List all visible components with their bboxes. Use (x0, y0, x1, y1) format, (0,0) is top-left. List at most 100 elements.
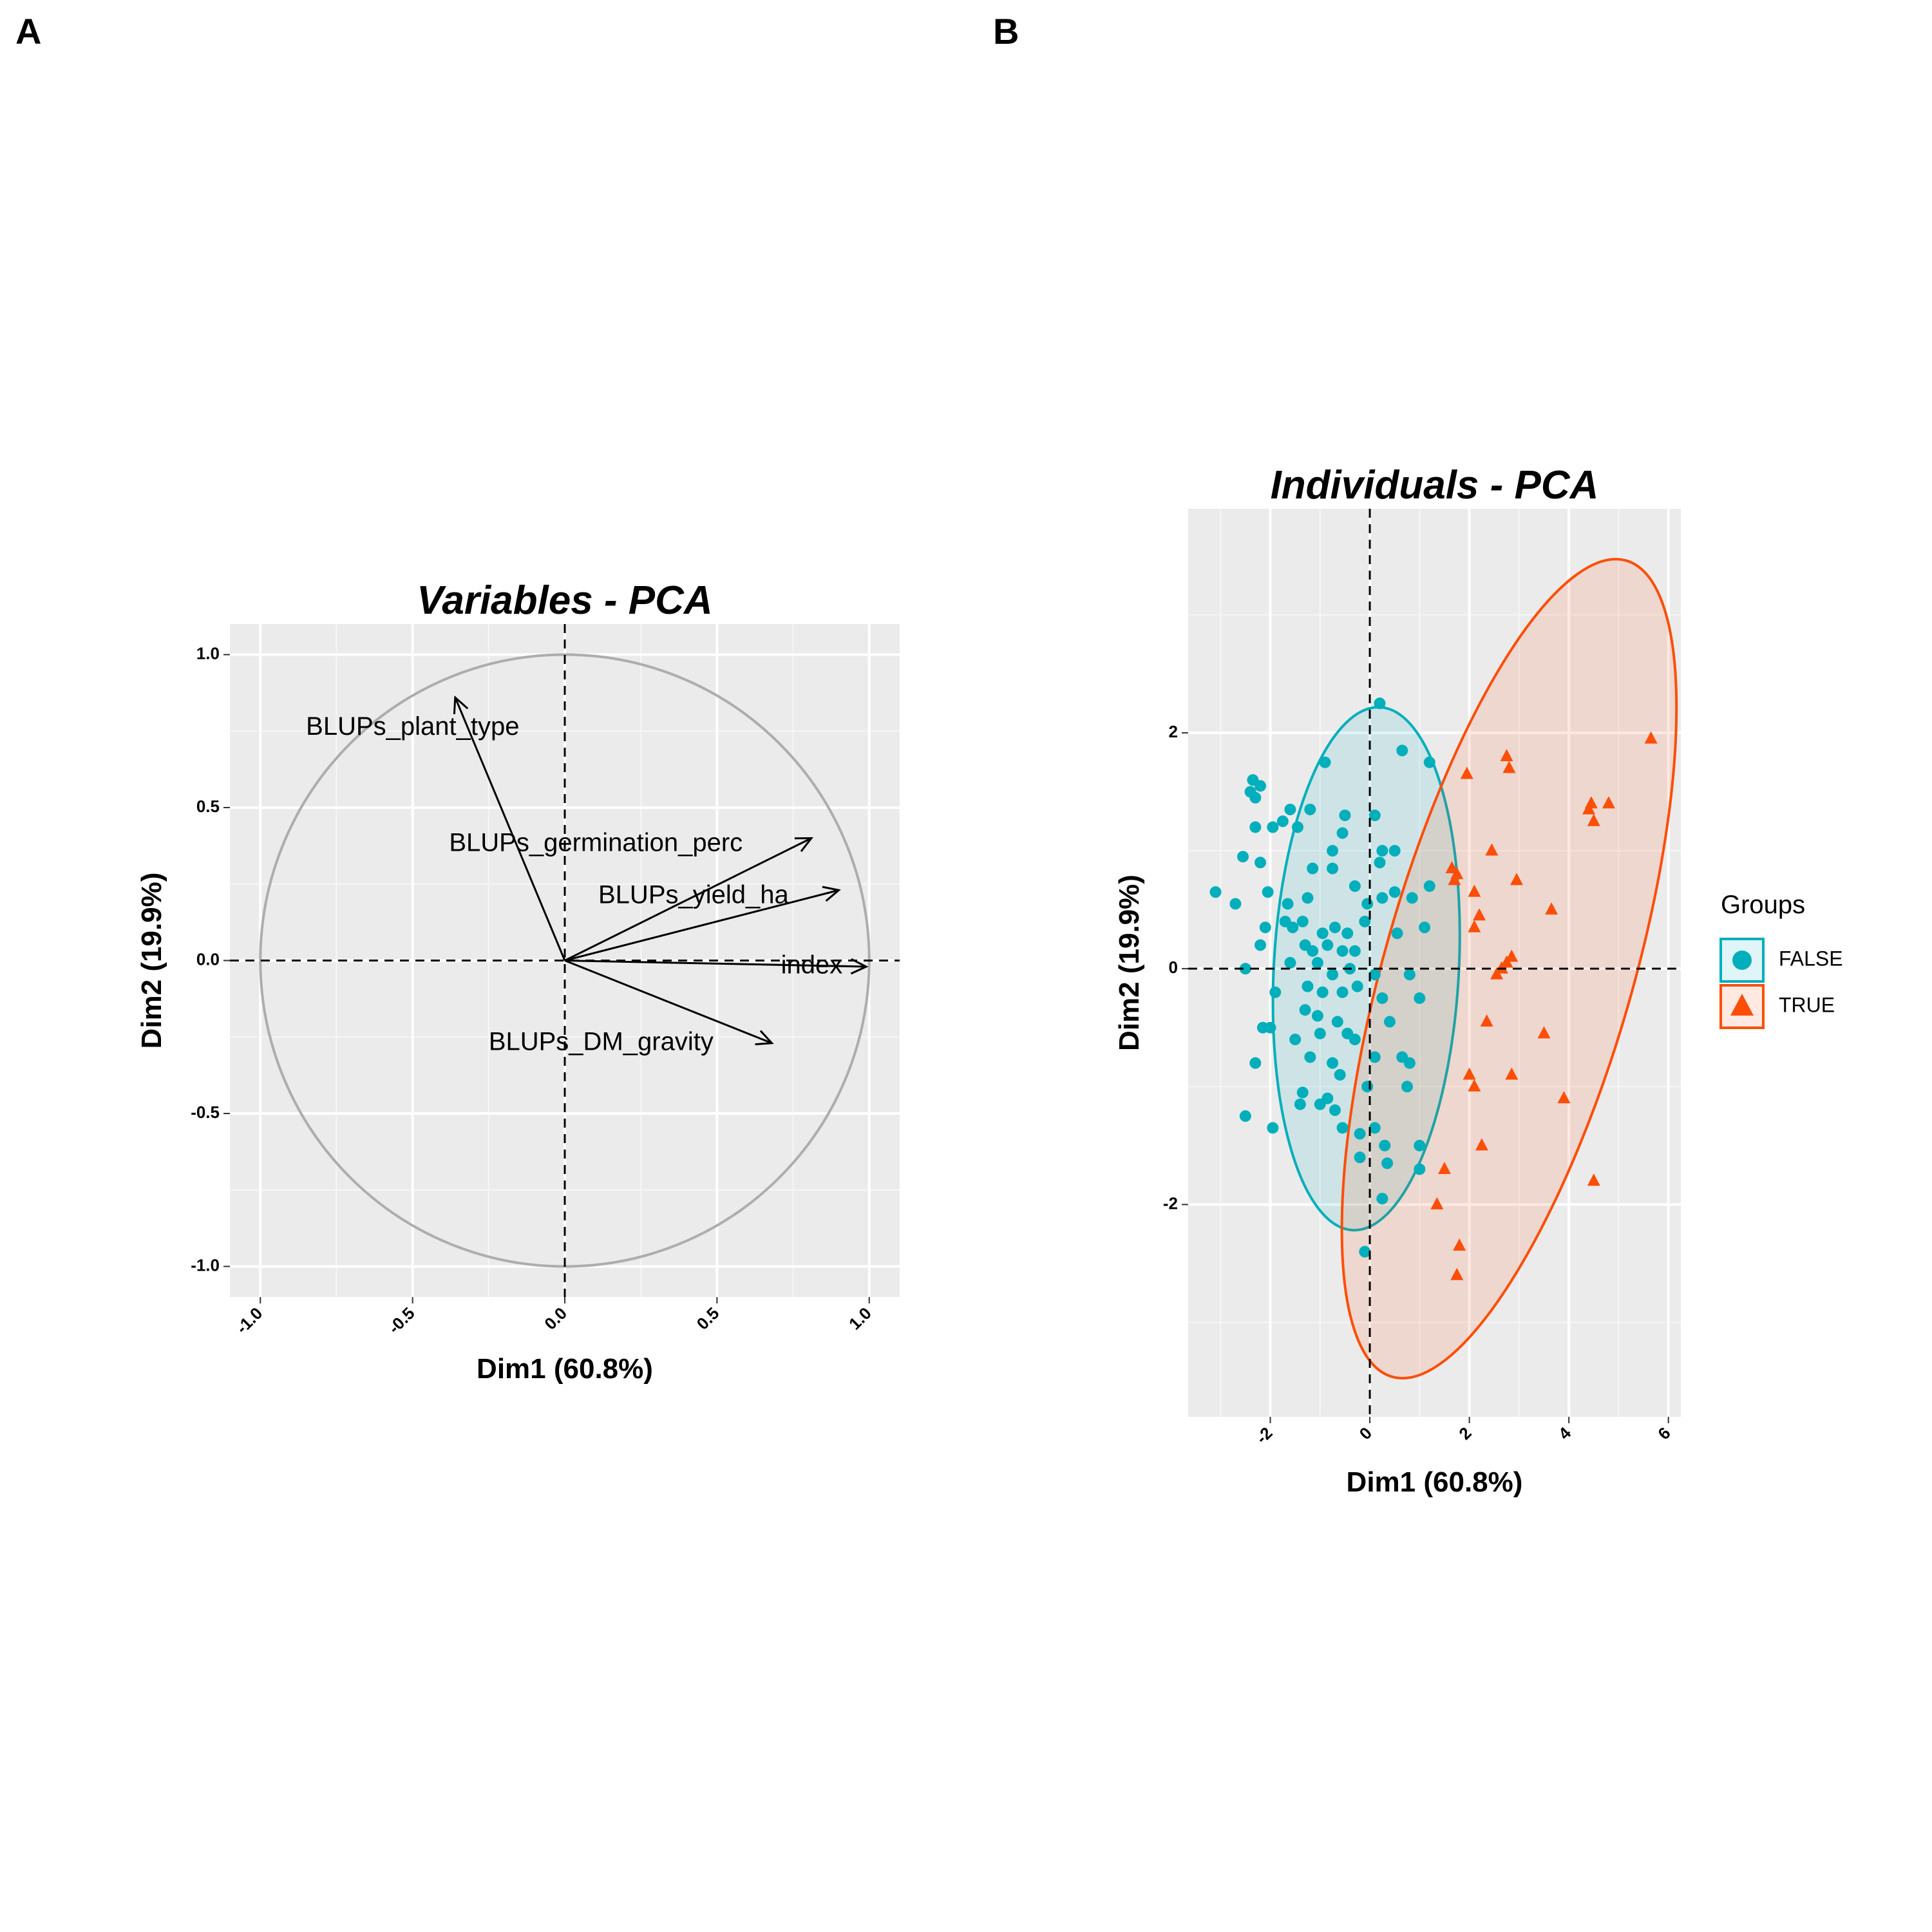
vector-line (564, 889, 839, 961)
data-point-false (1311, 957, 1323, 969)
data-point-true (1445, 861, 1459, 874)
y-tick-label: -2 (1163, 1193, 1178, 1213)
legend-marker-true (1730, 994, 1754, 1016)
data-point-true (1510, 873, 1523, 886)
data-point-true (1460, 766, 1473, 779)
vector-arrowhead (794, 837, 813, 852)
data-point-true (1644, 731, 1658, 744)
data-point-false (1255, 857, 1267, 869)
data-point-false (1237, 851, 1249, 863)
data-point-true (1505, 949, 1519, 962)
data-point-false (1423, 880, 1435, 892)
data-point-true (1437, 1161, 1451, 1174)
data-point-false (1419, 922, 1431, 934)
data-point-false (1388, 845, 1401, 857)
data-point-false (1327, 845, 1339, 857)
data-point-true (1450, 1267, 1464, 1280)
panel-letter-a: A (15, 11, 41, 52)
vector-line (564, 837, 812, 961)
vector-arrowhead (453, 695, 469, 715)
data-point-true (1537, 1026, 1551, 1039)
data-point-false (1334, 1068, 1346, 1081)
legend: Groups FALSE TRUE (1719, 891, 1843, 1029)
data-point-false (1262, 886, 1274, 898)
legend-marker-false (1732, 951, 1752, 970)
data-point-false (1391, 927, 1403, 940)
data-point-false (1329, 1104, 1341, 1116)
data-point-false (1374, 857, 1386, 869)
data-point-false (1414, 1139, 1426, 1151)
data-point-false (1336, 986, 1349, 998)
data-point-false (1319, 756, 1331, 768)
data-point-true (1473, 908, 1486, 921)
data-point-false (1423, 756, 1435, 768)
vector-line (564, 960, 867, 968)
data-point-false (1381, 1157, 1394, 1170)
data-point-false (1304, 803, 1316, 815)
data-point-false (1331, 1016, 1343, 1028)
data-point-true (1490, 967, 1504, 980)
vector-label: BLUPs_DM_gravity (489, 1027, 714, 1056)
group-ellipse-true (1340, 558, 1678, 1380)
y-tick-label: 1.0 (196, 643, 220, 663)
y-tick-label: -1.0 (191, 1255, 220, 1274)
data-point-true (1584, 796, 1598, 809)
data-point-false (1314, 1098, 1326, 1110)
panel-letter-b: B (993, 11, 1019, 52)
vector-arrowhead (755, 1030, 774, 1046)
vector-arrowhead (822, 886, 841, 902)
data-point-false (1406, 892, 1418, 904)
legend-label-false: FALSE (1779, 947, 1843, 970)
data-point-false (1302, 980, 1314, 992)
x-tick-label: 6 (1654, 1423, 1674, 1443)
x-tick-label: 2 (1455, 1423, 1475, 1443)
data-point-false (1299, 1004, 1311, 1016)
data-point-false (1374, 697, 1386, 710)
data-point-false (1249, 791, 1262, 804)
vector-arrowhead (850, 958, 869, 975)
data-point-false (1249, 1057, 1262, 1069)
vector-line (564, 960, 773, 1045)
x-tick-label: -1.0 (232, 1303, 266, 1338)
data-point-true (1453, 1238, 1466, 1251)
data-point-false (1396, 744, 1408, 757)
data-point-false (1414, 1163, 1426, 1175)
data-point-false (1321, 939, 1334, 951)
data-point-false (1349, 945, 1361, 957)
x-axis-label: Dim1 (60.8%) (1347, 1466, 1523, 1498)
legend-title: Groups (1721, 891, 1805, 919)
data-point-true (1468, 920, 1481, 933)
data-point-false (1329, 922, 1341, 934)
data-point-false (1289, 1034, 1302, 1046)
data-point-false (1368, 810, 1381, 822)
data-point-false (1368, 969, 1381, 981)
data-point-false (1339, 810, 1351, 822)
data-point-false (1294, 1098, 1306, 1110)
data-point-false (1302, 892, 1314, 904)
vector-label: BLUPs_yield_ha (598, 880, 789, 909)
legend-label-true: TRUE (1779, 993, 1835, 1016)
data-point-true (1505, 1067, 1519, 1080)
y-tick-label: -0.5 (191, 1103, 220, 1122)
data-point-false (1249, 821, 1262, 833)
data-point-true (1480, 1014, 1493, 1027)
data-point-false (1349, 1034, 1361, 1046)
y-axis-label: Dim2 (19.9%) (136, 873, 167, 1049)
x-tick-label: 4 (1555, 1423, 1575, 1444)
x-axis-label: Dim1 (60.8%) (477, 1353, 653, 1385)
data-point-false (1316, 986, 1329, 998)
variables-pca-chart: -1.0 -0.5 0.0 0.5 1.0 -1.0 -0.5 0.0 0.5 1.0 BLUPs_… (136, 578, 900, 1385)
data-point-false (1307, 945, 1319, 957)
data-point-false (1314, 1027, 1326, 1039)
data-point-false (1287, 922, 1299, 934)
x-tick-label: 0.5 (693, 1303, 723, 1334)
data-point-false (1304, 1051, 1316, 1063)
data-point-false (1311, 1010, 1323, 1022)
vector-line (454, 697, 566, 961)
y-tick-label: 0.5 (196, 797, 220, 816)
y-tick-label: 0 (1169, 958, 1178, 977)
data-point-false (1368, 1122, 1381, 1134)
data-point-false (1379, 1139, 1391, 1151)
data-point-false (1282, 898, 1294, 910)
plot-content (1209, 558, 1678, 1380)
